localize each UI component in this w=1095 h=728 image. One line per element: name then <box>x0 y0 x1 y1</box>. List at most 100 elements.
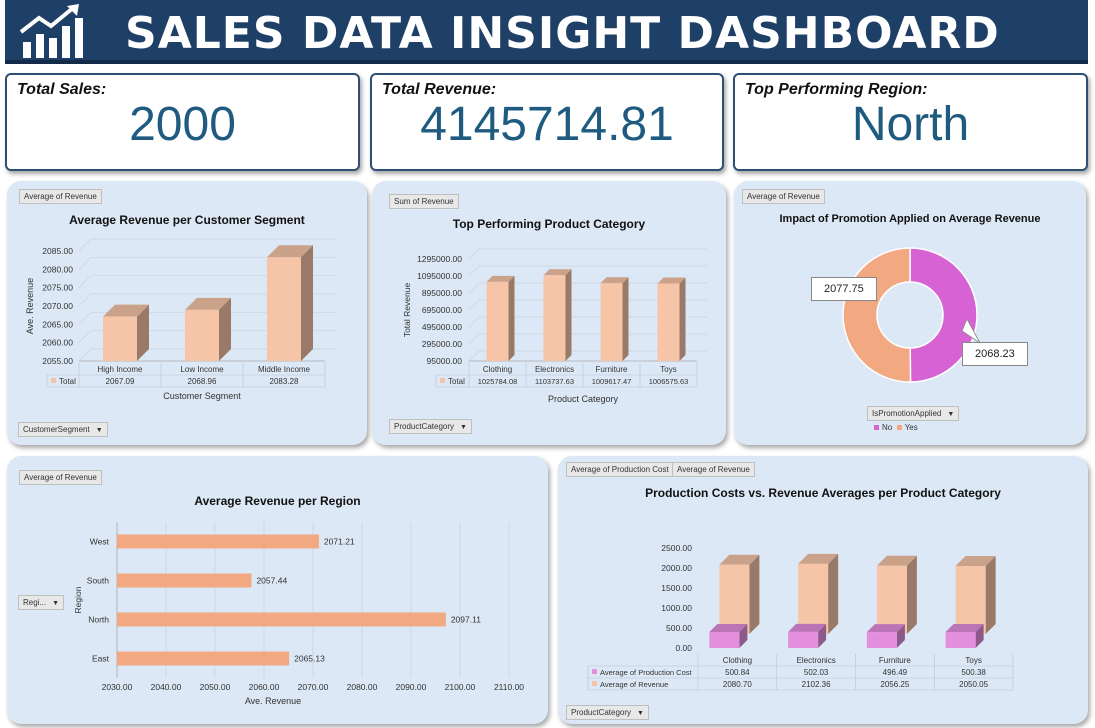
category-label: Middle Income <box>258 365 311 374</box>
y-tick-label: 1500.00 <box>661 583 692 593</box>
dropdown-arrow-icon[interactable]: ▼ <box>460 424 467 431</box>
category-chart-panel: 95000.00 295000.00 495000.00 695000.00 89500… <box>372 181 726 445</box>
y-tick-label: 2065.00 <box>42 319 73 329</box>
bar <box>486 281 509 361</box>
segment-chart-panel: 2055.00 2060.00 2065.00 2070.00 2075.00 2080.… <box>7 181 367 445</box>
promotion-filter[interactable]: IsPromotionApplied ▼ <box>867 406 960 421</box>
bar-revenue-side <box>828 553 839 634</box>
bar-side <box>622 277 629 361</box>
data-label: 2080.70 <box>723 680 752 689</box>
callout-pointer <box>961 318 981 344</box>
bar-production-cost-side <box>896 624 905 648</box>
dropdown-arrow-icon[interactable]: ▼ <box>52 600 60 607</box>
bar-top <box>486 275 515 282</box>
legend-swatch <box>592 681 597 686</box>
y-tick-label: 1000.00 <box>661 603 692 613</box>
data-label: 2102.36 <box>802 680 831 689</box>
filter-label: ProductCategory <box>571 708 632 717</box>
bar-production-cost-top <box>866 624 905 633</box>
dropdown-arrow-icon[interactable]: ▼ <box>637 710 644 717</box>
x-axis-title: Ave. Revenue <box>245 696 301 706</box>
product-category-filter[interactable]: ProductCategory ▼ <box>389 419 472 434</box>
data-label: 502.03 <box>804 668 829 677</box>
kpi-label: Top Performing Region: <box>745 81 928 98</box>
y-tick-label: 2060.00 <box>42 338 73 348</box>
gridline <box>468 282 480 294</box>
data-label: 2097.11 <box>451 615 481 625</box>
value-field-tag[interactable]: Sum of Revenue <box>389 194 459 209</box>
donut-label-yes: 2077.75 <box>811 277 877 301</box>
y-tick-label: 2500.00 <box>661 543 692 553</box>
y-tick-label: 2055.00 <box>42 356 73 366</box>
y-tick-label: 2085.00 <box>42 246 73 256</box>
series-label: Total <box>59 377 76 386</box>
kpi-value: North <box>851 98 970 151</box>
bar <box>117 612 446 627</box>
bar <box>657 283 680 361</box>
y-tick-label: 0.00 <box>675 643 692 653</box>
legend-swatch <box>896 425 902 431</box>
value-field-tag[interactable]: Average of Revenue <box>742 189 825 204</box>
gridline <box>468 333 480 345</box>
category-label: Furniture <box>595 365 628 374</box>
value-field-tag[interactable]: Average of Production Cost <box>566 462 674 477</box>
bar <box>267 257 301 361</box>
value-field-tag[interactable]: Average of Revenue <box>19 470 102 485</box>
value-field-tag[interactable]: Average of Revenue <box>672 462 755 477</box>
region-filter[interactable]: Regi... ▼ <box>18 595 65 610</box>
bar-revenue-side <box>985 555 996 634</box>
x-tick-label: 2030.00 <box>102 682 133 692</box>
value-field-tag[interactable]: Average of Revenue <box>19 189 102 204</box>
bar-revenue <box>955 565 986 634</box>
category-label: Furniture <box>879 656 912 665</box>
bar-revenue-top <box>876 555 917 566</box>
dashboard-header: SALES DATA INSIGHT DASHBOARD <box>5 0 1088 64</box>
x-tick-label: 2070.00 <box>298 682 329 692</box>
x-axis-title: Customer Segment <box>163 391 241 401</box>
category-label: Electronics <box>797 656 836 665</box>
bar-revenue-top <box>719 554 760 565</box>
legend-label-yes: Yes <box>904 423 918 432</box>
gridline <box>78 257 92 270</box>
dropdown-arrow-icon[interactable]: ▼ <box>947 411 955 418</box>
y-tick-label: 2070.00 <box>42 301 73 311</box>
region-bar-chart: 2030.00 2040.00 2050.00 2060.00 2070.00 2080.… <box>73 522 524 706</box>
customer-segment-filter[interactable]: CustomerSegment ▼ <box>18 422 108 437</box>
x-tick-label: 2080.00 <box>347 682 378 692</box>
legend-label-no: No <box>882 423 893 432</box>
category-label: North <box>88 615 109 625</box>
x-axis-title: Product Category <box>548 394 619 404</box>
bar-production-cost-side <box>739 623 748 648</box>
category-label: Electronics <box>535 365 574 374</box>
data-label: 2065.13 <box>294 654 325 664</box>
bar-revenue <box>876 565 907 634</box>
product-category-filter[interactable]: ProductCategory ▼ <box>566 705 649 720</box>
chart-title: Average Revenue per Region <box>194 494 361 508</box>
y-axis-title: Ave. Revenue <box>25 278 35 334</box>
x-tick-label: 2090.00 <box>396 682 427 692</box>
dropdown-arrow-icon[interactable]: ▼ <box>95 427 103 434</box>
bar-revenue-side <box>749 554 760 634</box>
category-label: Toys <box>965 656 981 665</box>
region-chart-panel: 2030.00 2040.00 2050.00 2060.00 2070.00 2080.… <box>7 456 548 724</box>
bar-side <box>219 297 231 361</box>
bar-production-cost <box>788 631 819 648</box>
bar-side <box>565 269 572 361</box>
legend-swatch <box>874 425 879 431</box>
data-label: 2056.25 <box>880 680 909 689</box>
production-chart-panel: 0.00 500.00 1000.00 1500.00 2000.00 2500.00 Cl… <box>558 456 1088 724</box>
y-tick-label: 695000.00 <box>422 305 462 315</box>
y-tick-label: 1095000.00 <box>417 271 462 281</box>
series-label: Total <box>448 377 465 386</box>
kpi-top-region: Top Performing Region: North <box>733 73 1088 171</box>
legend-swatch <box>51 378 56 383</box>
bar <box>117 534 319 549</box>
filter-label: IsPromotionApplied <box>872 409 942 418</box>
promotion-chart-panel: Average of Revenue Impact of Promotion A… <box>734 181 1086 445</box>
y-tick-label: 1295000.00 <box>417 254 462 264</box>
bar <box>600 283 623 361</box>
donut-slice-yes <box>842 247 912 383</box>
bar-top <box>657 277 686 284</box>
y-tick-label: 895000.00 <box>422 288 462 298</box>
bar-side <box>679 277 686 361</box>
